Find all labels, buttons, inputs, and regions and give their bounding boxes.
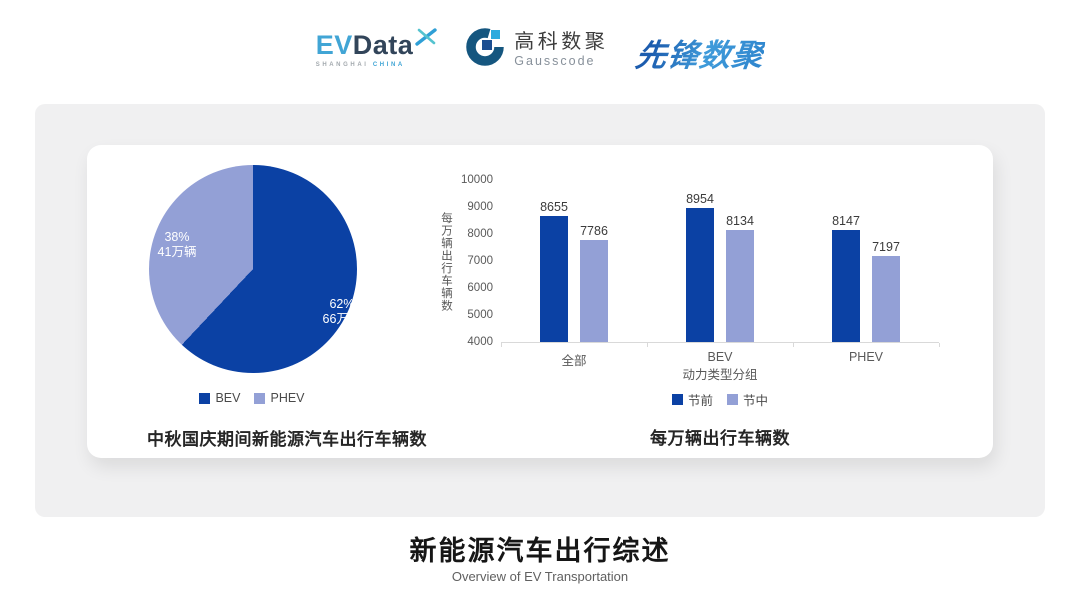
bar-节前-全部 xyxy=(540,216,568,342)
legend-item-pre-holiday: 节前 xyxy=(671,390,713,409)
xianfeng-logo: 先锋数聚 xyxy=(634,30,766,75)
bar-value-label: 8147 xyxy=(832,214,860,229)
bar-value-label: 7197 xyxy=(872,239,900,254)
x-axis-tick-label: BEV xyxy=(707,350,733,364)
x-axis-tick-label: PHEV xyxy=(848,350,884,364)
legend-label-pre-holiday: 节前 xyxy=(687,394,713,408)
footer-title: 新能源汽车出行综述 xyxy=(409,536,671,566)
bar-value-label: 8954 xyxy=(686,192,714,207)
gausscode-logo: 高科数聚 Gausscode xyxy=(465,27,608,72)
pie-chart xyxy=(149,165,357,373)
x-axis-tick xyxy=(501,343,502,347)
evdata-ev-text: EV xyxy=(315,30,353,60)
y-axis-tick-label: 4000 xyxy=(467,336,493,348)
y-axis-tick-label: 10000 xyxy=(461,174,493,186)
bar-chart-title: 每万辆出行车辆数 xyxy=(650,429,790,448)
pie-slice-label-bev: 62% 66万辆 xyxy=(297,297,387,327)
pie-phev-amount: 41万辆 xyxy=(157,245,197,259)
charts-card: 38% 41万辆 62% 66万辆 BEV PHEV 中秋国庆期间新能源汽车出行… xyxy=(87,145,993,458)
legend-label-mid-holiday: 节中 xyxy=(743,394,769,408)
y-axis-title: 每万辆出行车辆数 xyxy=(440,212,452,312)
legend-label-bev: BEV xyxy=(215,391,241,405)
x-axis-tick-label: 全部 xyxy=(561,354,587,368)
xianfeng-wordmark: 先锋数聚 xyxy=(634,30,768,75)
evdata-logo: EVData SHANGHAI CHINA xyxy=(315,28,438,68)
gausscode-cn-text: 高科数聚 xyxy=(514,30,609,53)
bar-节中-全部 xyxy=(580,239,608,342)
bar-节前-PHEV xyxy=(832,230,860,342)
legend-label-phev: PHEV xyxy=(270,391,305,405)
pie-slice-label-phev: 38% 41万辆 xyxy=(132,230,222,260)
bar-legend: 节前 节中 xyxy=(501,390,939,409)
legend-swatch-phev xyxy=(254,392,266,404)
summary-panel: 38% 41万辆 62% 66万辆 BEV PHEV 中秋国庆期间新能源汽车出行… xyxy=(35,104,1045,517)
x-axis-tick xyxy=(793,343,794,347)
bar-plot: 10000 9000 8000 7000 6000 5000 4000 全部 8655 7786 B… xyxy=(461,174,940,368)
legend-item-mid-holiday: 节中 xyxy=(727,390,768,409)
x-axis-tick xyxy=(939,343,940,347)
bar-value-label: 8134 xyxy=(726,214,754,229)
legend-swatch-bev xyxy=(199,392,211,404)
evdata-subtext: SHANGHAI CHINA xyxy=(316,62,438,68)
legend-swatch-pre-holiday xyxy=(671,394,683,405)
footer-subtitle: Overview of EV Transportation xyxy=(451,569,629,584)
x-axis-tick xyxy=(647,343,648,347)
evdata-wordmark: EVData xyxy=(315,28,438,60)
pie-bev-amount: 66万辆 xyxy=(322,312,362,326)
y-axis-tick-label: 5000 xyxy=(467,309,493,321)
g-circle-icon xyxy=(465,27,505,72)
legend-item-bev: BEV xyxy=(199,391,240,405)
legend-swatch-mid-holiday xyxy=(727,394,738,405)
y-axis-tick-label: 7000 xyxy=(467,255,493,267)
gausscode-en-text: Gausscode xyxy=(514,53,596,68)
pie-phev-percent: 38% xyxy=(164,230,190,244)
bar-节中-PHEV xyxy=(872,255,900,342)
y-axis-tick-label: 6000 xyxy=(467,282,493,294)
evdata-data-text: Data xyxy=(352,30,414,60)
bar-value-label: 7786 xyxy=(580,223,608,238)
pie-bev-percent: 62% xyxy=(329,297,355,311)
x-spark-icon xyxy=(415,28,437,51)
evdata-sub-china: CHINA xyxy=(372,62,405,68)
legend-item-phev: PHEV xyxy=(254,391,305,405)
bar-节中-BEV xyxy=(726,230,754,342)
bar-节前-BEV xyxy=(686,208,714,342)
pie-legend: BEV PHEV xyxy=(87,391,417,405)
y-axis-tick-label: 9000 xyxy=(467,201,493,213)
evdata-sub-shanghai: SHANGHAI xyxy=(315,62,369,68)
pie-chart-title: 中秋国庆期间新能源汽车出行车辆数 xyxy=(147,430,427,449)
bar-value-label: 8655 xyxy=(540,200,568,215)
x-axis-title: 动力类型分组 xyxy=(682,368,758,382)
header: EVData SHANGHAI CHINA xyxy=(0,22,1080,75)
y-axis-tick-label: 8000 xyxy=(467,228,493,240)
